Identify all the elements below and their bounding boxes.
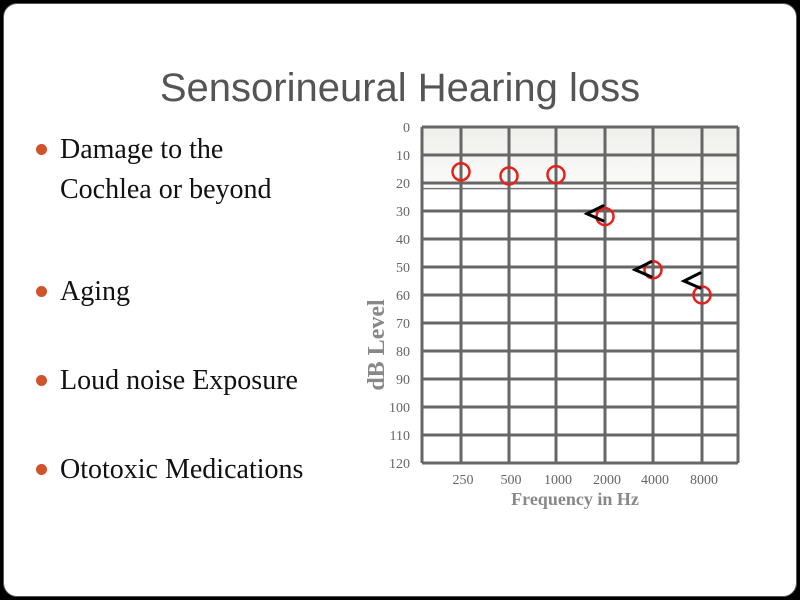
bullet-dot-icon — [36, 144, 47, 155]
y-tick-label: 50 — [396, 261, 410, 276]
bullet-text: Aging — [60, 276, 130, 307]
y-tick-label: 120 — [389, 457, 410, 472]
bullet-text: Loud noise Exposure — [60, 365, 298, 396]
y-tick-label: 80 — [396, 345, 410, 360]
bullet-text: Cochlea or beyond — [60, 174, 272, 205]
bullet-dot-icon — [36, 464, 47, 475]
air-conduction-marker — [499, 166, 519, 186]
x-tick-label: 1000 — [544, 473, 572, 488]
bone-conduction-marker — [631, 260, 653, 279]
y-tick-label: 100 — [389, 401, 410, 416]
bullet-dot-icon — [36, 286, 47, 297]
bone-conduction-marker — [583, 204, 605, 223]
normal-range-band — [422, 127, 738, 189]
y-axis-label: dB Level — [364, 299, 390, 391]
y-tick-label: 10 — [396, 149, 410, 164]
bullet-text: Ototoxic Medications — [60, 454, 304, 485]
y-tick-label: 90 — [396, 373, 410, 388]
y-tick-label: 30 — [396, 205, 410, 220]
x-tick-label: 8000 — [690, 473, 718, 488]
slide-title: Sensorineural Hearing loss — [159, 66, 641, 110]
y-tick-label: 20 — [396, 177, 410, 192]
y-tick-label: 110 — [390, 429, 410, 444]
x-axis-label: Frequency in Hz — [511, 489, 639, 509]
x-tick-label: 500 — [501, 473, 522, 488]
y-tick-label: 70 — [396, 317, 410, 332]
x-tick-label: 2000 — [593, 473, 621, 488]
y-tick-label: 40 — [396, 233, 410, 248]
bone-conduction-marker — [680, 271, 702, 290]
bullet-dot-icon — [36, 375, 47, 386]
x-tick-label: 250 — [453, 473, 474, 488]
air-conduction-marker — [546, 164, 566, 185]
bullet-text: Damage to the — [60, 134, 224, 165]
air-conduction-marker — [451, 162, 471, 182]
x-tick-label: 4000 — [641, 473, 669, 488]
y-tick-label: 60 — [396, 289, 410, 304]
air-conduction-marker — [692, 285, 712, 305]
air-conduction-marker — [643, 260, 663, 280]
y-tick-label: 0 — [403, 121, 410, 136]
